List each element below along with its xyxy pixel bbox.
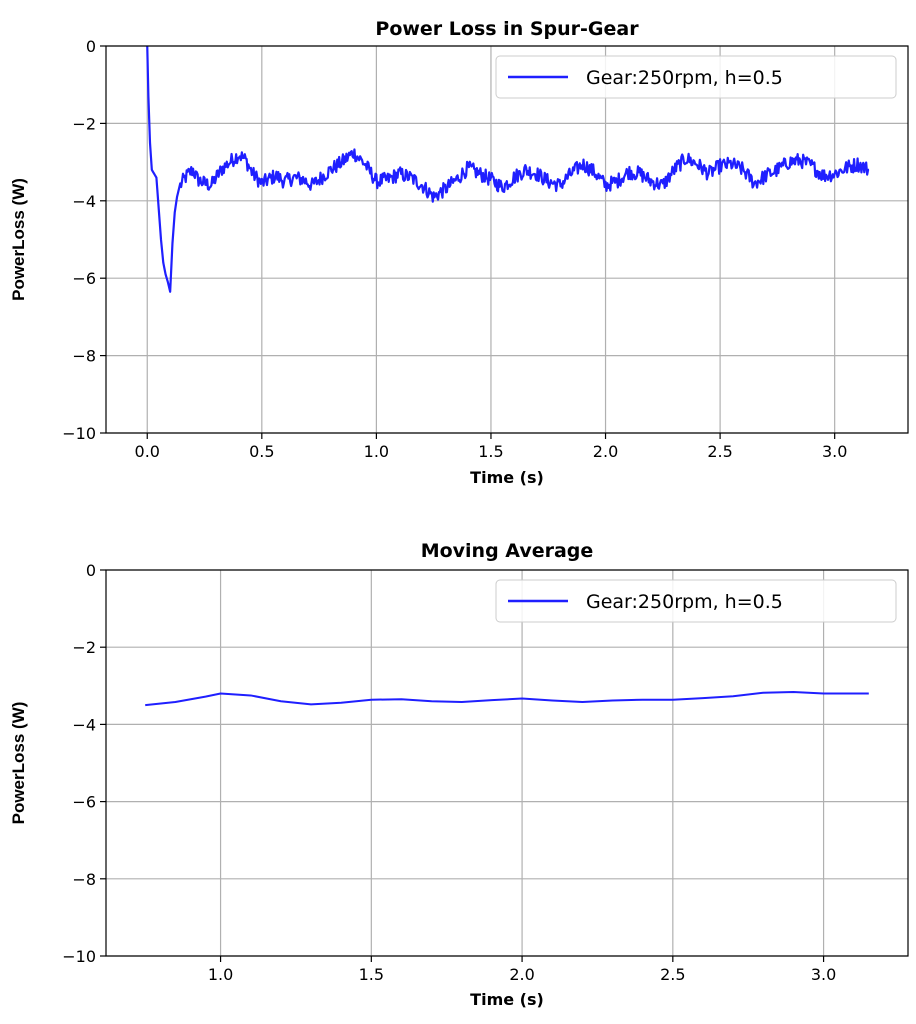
- y-tick-label: −2: [72, 114, 96, 133]
- series-line: [146, 45, 870, 293]
- series-line: [145, 690, 869, 707]
- y-tick-label: −8: [72, 347, 96, 366]
- legend-label: Gear:250rpm, h=0.5: [586, 591, 783, 613]
- x-tick-label: 1.5: [359, 965, 384, 984]
- chart-title: Power Loss in Spur-Gear: [375, 18, 639, 40]
- x-tick-label: 1.0: [208, 965, 233, 984]
- x-tick-label: 1.0: [364, 442, 389, 461]
- legend-frame: [495, 55, 897, 99]
- legend-label: Gear:250rpm, h=0.5: [586, 67, 783, 89]
- y-tick-label: −4: [72, 192, 96, 211]
- x-tick-label: 2.0: [593, 442, 618, 461]
- chart-panel-2: 1.0 1.5 2.0 2.5 3.0 0 −2 −4 −6 −8 −10 Moving Averag…: [9, 540, 909, 1009]
- y-axis-label: PowerLoss (W): [9, 702, 28, 825]
- y-tick-label: −2: [72, 638, 96, 657]
- chart-title: Moving Average: [421, 540, 594, 562]
- y-tick-label: −6: [72, 793, 96, 812]
- x-tick-label: 2.0: [509, 965, 534, 984]
- legend: Gear:250rpm, h=0.5: [495, 579, 897, 623]
- y-tick-label: 0: [86, 561, 96, 580]
- x-tick-label: 0.5: [249, 442, 274, 461]
- axes-frame: [105, 569, 909, 957]
- chart-panel-1: 0.0 0.5 1.0 1.5 2.0 2.5 3.0 0 −2 −4 −6 −8 −10 Power L…: [9, 18, 909, 487]
- y-axis-label: PowerLoss (W): [9, 178, 28, 301]
- x-tick-label: 1.5: [478, 442, 503, 461]
- x-tick-label: 2.5: [660, 965, 685, 984]
- legend: Gear:250rpm, h=0.5: [495, 55, 897, 99]
- y-tick-label: 0: [86, 37, 96, 56]
- x-tick-label: 3.0: [811, 965, 836, 984]
- x-tick-label: 0.0: [135, 442, 160, 461]
- x-tick-label: 3.0: [822, 442, 847, 461]
- x-tick-label: 2.5: [707, 442, 732, 461]
- y-tick-label: −10: [62, 947, 96, 966]
- axes-frame: [105, 45, 909, 434]
- y-tick-label: −6: [72, 269, 96, 288]
- legend-frame: [495, 579, 897, 623]
- y-tick-label: −4: [72, 715, 96, 734]
- x-axis-label: Time (s): [470, 990, 544, 1009]
- y-tick-label: −10: [62, 424, 96, 443]
- x-axis-label: Time (s): [470, 468, 544, 487]
- y-tick-label: −8: [72, 870, 96, 889]
